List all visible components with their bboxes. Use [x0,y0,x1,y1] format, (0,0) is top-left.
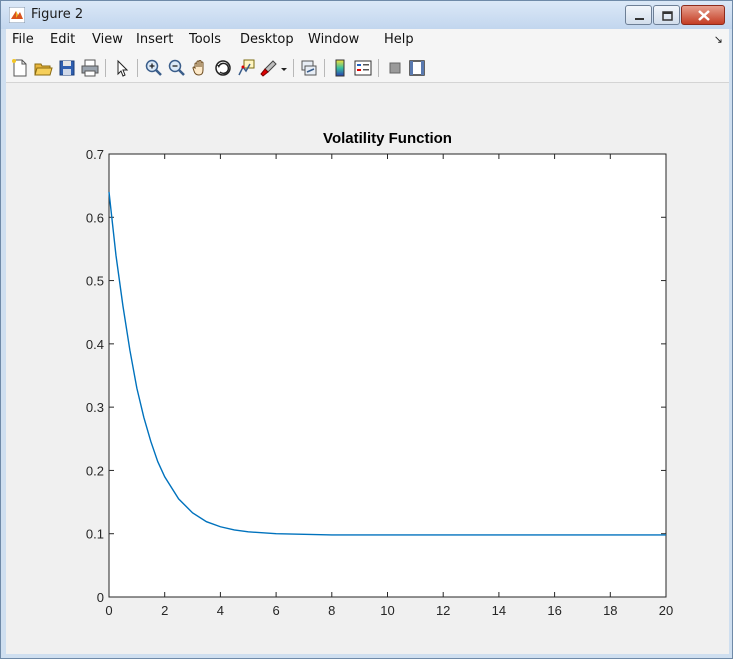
menu-window[interactable]: Window [308,32,360,47]
toolbar-separator [378,59,379,77]
link-plot-icon[interactable] [299,58,319,78]
x-tick-label: 2 [161,603,168,618]
y-tick-label: 0.7 [86,147,104,162]
menu-help[interactable]: Help [384,32,414,47]
y-tick-label: 0.2 [86,463,104,478]
x-tick-label: 14 [492,603,506,618]
toolbar-separator [105,59,106,77]
x-axis: 0 2 4 6 8 10 12 14 16 18 20 [105,154,673,618]
x-tick-label: 8 [328,603,335,618]
menu-file[interactable]: File [12,32,34,47]
volatility-plot[interactable]: Volatility Function 0 2 4 6 8 10 12 14 16 18 20 00… [6,83,729,654]
x-tick-label: 20 [659,603,673,618]
y-tick-label: 0 [97,590,104,605]
menu-view[interactable]: View [92,32,123,47]
x-tick-label: 12 [436,603,450,618]
menu-tools[interactable]: Tools [189,32,222,47]
menu-desktop[interactable]: Desktop [240,32,294,47]
x-tick-label: 6 [272,603,279,618]
x-tick-label: 10 [380,603,394,618]
new-figure-icon[interactable] [10,58,30,78]
brush-icon[interactable] [259,58,279,78]
x-tick-label: 0 [105,603,112,618]
data-cursor-icon[interactable] [236,58,256,78]
toolbar-separator [137,59,138,77]
hide-plot-tools-icon[interactable] [385,58,405,78]
minimize-icon [635,18,644,20]
open-file-icon[interactable] [33,58,53,78]
pointer-icon[interactable] [112,58,132,78]
close-button[interactable] [681,5,725,25]
toolbar-separator [293,59,294,77]
zoom-out-icon[interactable] [167,58,187,78]
y-axis: 0 0.1 0.2 0.3 0.4 0.5 0.6 0.7 [86,147,666,605]
toolbar-separator [324,59,325,77]
window-title: Figure 2 [31,7,84,22]
chart-title: Volatility Function [323,130,452,147]
print-icon[interactable] [80,58,100,78]
y-tick-label: 0.1 [86,527,104,542]
zoom-in-icon[interactable] [144,58,164,78]
colorbar-icon[interactable] [330,58,350,78]
menu-bar: File Edit View Insert Tools Desktop Wind… [6,29,729,51]
legend-icon[interactable] [353,58,373,78]
menu-insert[interactable]: Insert [136,32,174,47]
menu-edit[interactable]: Edit [50,32,76,47]
x-tick-label: 16 [547,603,561,618]
toolbar [6,51,729,83]
x-tick-label: 4 [217,603,224,618]
save-icon[interactable] [57,58,77,78]
axes-box[interactable] [108,153,667,598]
minimize-button[interactable] [625,5,652,25]
y-tick-label: 0.4 [86,337,104,352]
brush-dropdown-arrow-icon[interactable] [279,58,289,78]
maximize-icon [662,11,673,21]
x-tick-label: 18 [603,603,617,618]
show-plot-tools-icon[interactable] [407,58,427,78]
maximize-button[interactable] [653,5,680,25]
y-tick-label: 0.5 [86,274,104,289]
y-tick-label: 0.3 [86,400,104,415]
pan-icon[interactable] [190,58,210,78]
rotate-3d-icon[interactable] [213,58,233,78]
close-icon [698,10,710,21]
volatility-series-line [108,191,666,536]
menu-overflow-arrow-icon[interactable]: ↘ [713,34,723,46]
y-tick-label: 0.6 [86,210,104,225]
title-bar[interactable]: Figure 2 [1,1,732,29]
matlab-logo-icon [9,7,25,23]
